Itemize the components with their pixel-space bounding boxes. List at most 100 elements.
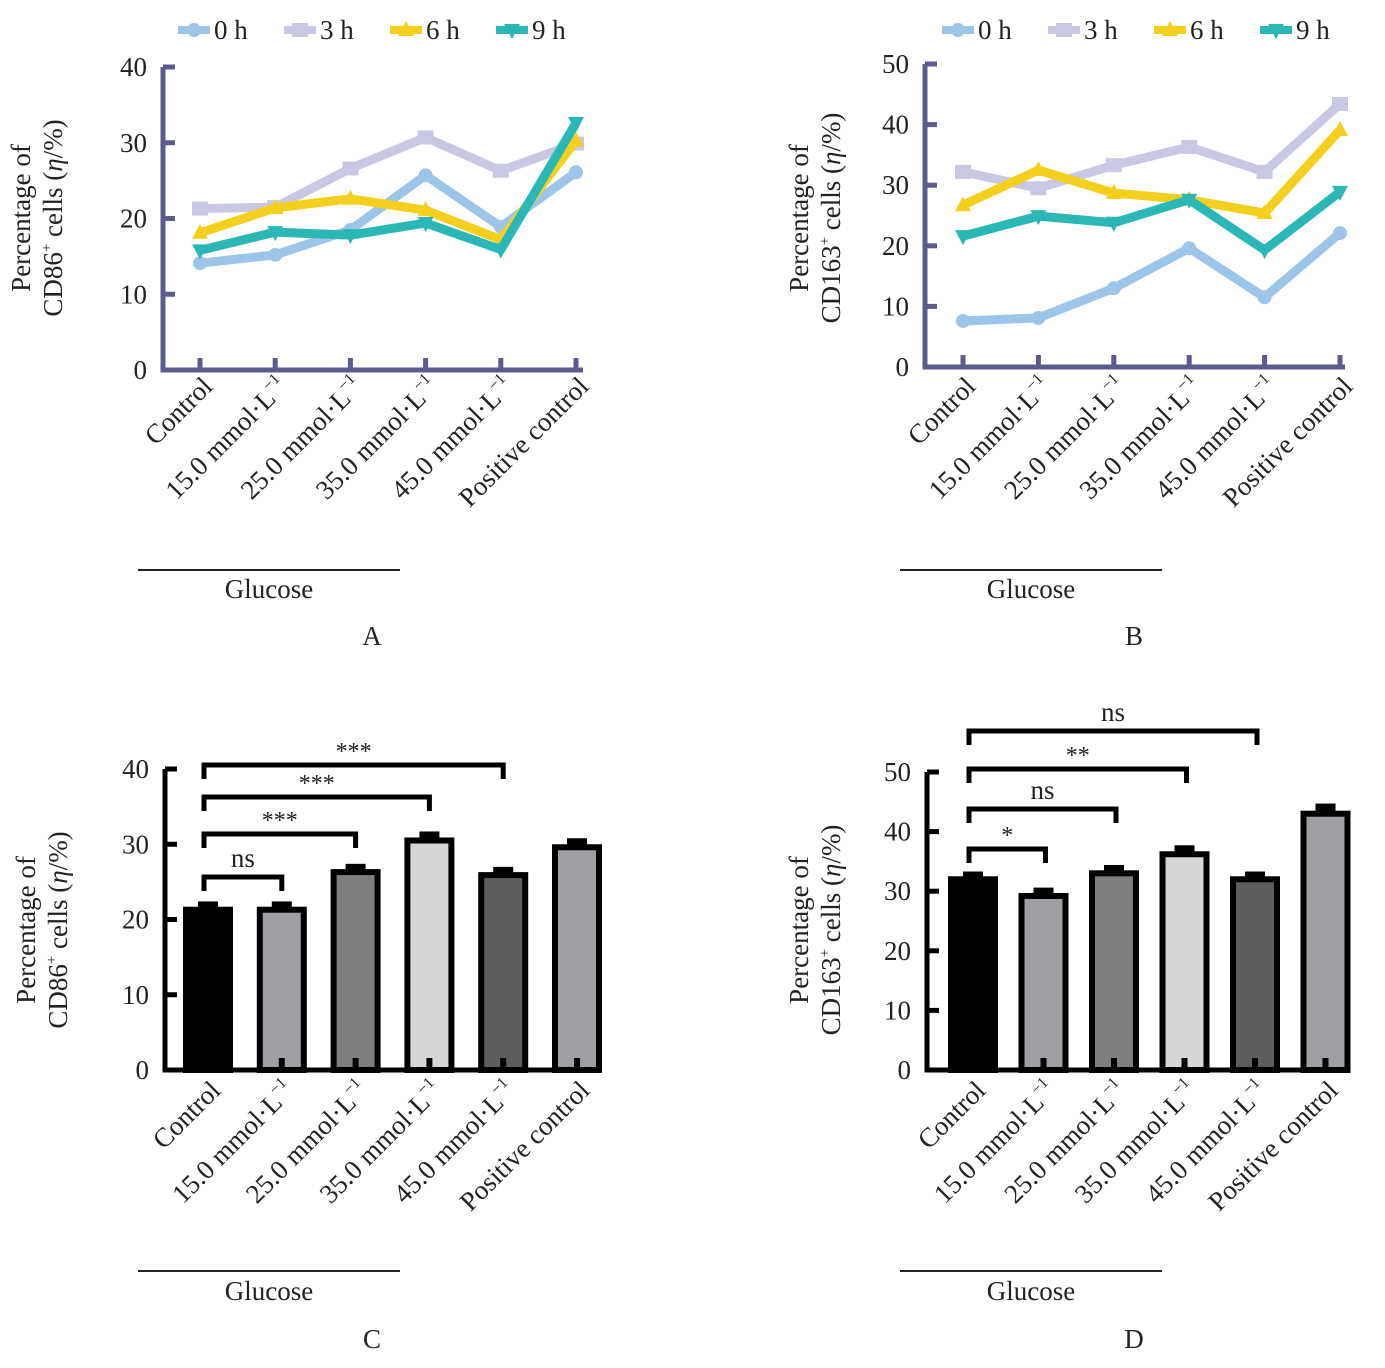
bar [183,906,233,1074]
bracket-line [201,794,432,811]
error-bar [1315,803,1336,815]
series-9h [192,117,584,260]
bar-group [404,831,455,1073]
y-tick-label: 10 [120,279,147,309]
y-label-suffix: cells ( [816,877,846,949]
marker-square [1332,96,1348,111]
y-tick-label: 50 [884,757,911,787]
x-tick-label: 35.0 mmol·L−1 [1068,1074,1203,1209]
marker-triangle-down [1332,185,1348,201]
legend: 0 h 3 h 6 h 9 h [178,15,566,45]
marker-triangle-up [1162,21,1178,36]
y-tick-label: 10 [122,980,149,1010]
series-line [962,100,1344,193]
y-tick-label: 40 [122,754,149,784]
y-label-sup: + [39,244,55,252]
marker-square [1256,164,1273,179]
series-line [198,120,580,255]
significance-bracket: *** [201,739,506,779]
marker-square [492,163,509,178]
bracket-line [201,874,285,891]
bar [404,837,455,1073]
y-tick-label: 0 [898,1055,912,1085]
y-label-prefix: CD163 [816,957,846,1035]
y-axis-label-line2: CD163+ cells (η/%) [816,113,846,324]
bar-base-tick [1111,1058,1117,1070]
bar-group [1089,864,1139,1073]
group-label: Glucose [225,574,313,604]
marker-circle [187,23,201,37]
y-axis-label: Percentage of CD86+ cells (η/%) [6,119,68,316]
y-label-unit-rest: /%) [816,113,846,152]
bracket-line [201,762,506,779]
legend-item-6h: 6 h [390,15,460,45]
panel-label: A [362,621,382,651]
y-tick-label: 50 [882,49,909,79]
marker-square [292,23,308,37]
bar [1159,851,1210,1073]
marker-circle [569,165,583,180]
y-label-prefix: CD86 [43,964,73,1029]
y-tick-label: 0 [136,1055,150,1085]
error-bar [567,838,587,849]
y-axis-label: Percentage of CD86+ cells (η/%) [11,831,73,1028]
group-label: Glucose [987,1276,1075,1306]
bar-group [552,838,602,1074]
y-axis-label: Percentage of CD163+ cells (η/%) [784,825,846,1036]
bar-group [478,866,529,1073]
panel-label: D [1124,1324,1144,1354]
legend: 0 h 3 h 6 h 9 h [942,15,1330,45]
panel-label: C [363,1324,381,1354]
series-0h [956,226,1347,328]
error-bar [198,901,218,911]
marker-triangle-up [1030,161,1047,177]
x-tick-label: Positive control [1217,371,1359,513]
y-label-suffix: cells ( [38,172,68,244]
bar-base-tick [970,1058,976,1070]
x-tick-label: Positive control [454,1075,596,1217]
legend-label: 6 h [1190,15,1224,45]
y-label-unit-rest: /%) [816,825,846,864]
y-label-unit-rest: /%) [43,831,73,870]
bar-base-tick [1040,1058,1047,1070]
legend-label: 0 h [978,15,1012,45]
marker-triangle-down [1105,216,1122,232]
bar-base-tick [426,1058,433,1070]
significance-label: * [1001,823,1013,849]
significance-label: ns [231,843,255,873]
y-label-suffix: cells ( [43,884,73,956]
marker-triangle-down [267,226,284,242]
marker-square [1030,181,1047,196]
y-axis-label-line2: CD163+ cells (η/%) [816,825,846,1036]
legend-item-9h: 9 h [496,15,566,45]
group-label: Glucose [225,1276,313,1306]
marker-circle [956,313,970,328]
group-label: Glucose [987,574,1075,604]
bar [1230,876,1280,1074]
significance-bracket: ns [966,775,1119,823]
panel-b: 0 10 20 30 40 50 Percentage of CD163+ cells (η/… [784,15,1358,651]
significance-bracket: ns [966,697,1260,745]
y-label-unit-italic: η [816,864,846,877]
y-tick-label: 40 [120,52,147,82]
marker-triangle-down [568,117,584,133]
marker-triangle-up [342,189,359,205]
bar [948,876,998,1074]
error-bar [1033,887,1054,897]
bar [256,906,307,1074]
marker-square [342,161,359,176]
y-label-unit-italic: η [43,870,73,883]
marker-triangle-up [267,198,284,214]
bar-group [1300,803,1351,1073]
bracket-line [966,728,1260,745]
y-tick-label: 10 [884,995,911,1025]
series-line [961,188,1343,255]
y-label-unit-italic: η [38,158,68,171]
y-axis-label-line1: Percentage of [6,144,36,292]
y-tick-label: 30 [882,170,909,200]
significance-label: *** [262,808,298,834]
y-tick-label: 20 [120,204,147,234]
bar-group [1018,887,1069,1074]
legend-label: 9 h [532,15,566,45]
